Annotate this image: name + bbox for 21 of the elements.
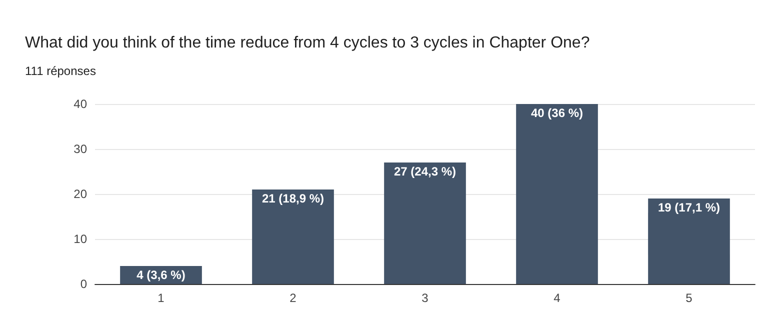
data-label: 40 (36 %) bbox=[530, 106, 584, 120]
y-tick-label: 30 bbox=[74, 142, 88, 156]
y-tick-label: 10 bbox=[74, 232, 88, 246]
bar bbox=[516, 104, 598, 284]
y-tick-label: 20 bbox=[74, 187, 88, 201]
data-label: 21 (18,9 %) bbox=[262, 192, 324, 206]
x-tick-label: 4 bbox=[554, 291, 561, 305]
chart-subtitle: 111 réponses bbox=[25, 64, 96, 78]
y-tick-label: 40 bbox=[74, 97, 88, 111]
data-label: 27 (24,3 %) bbox=[394, 164, 456, 178]
data-label: 4 (3,6 %) bbox=[136, 268, 186, 282]
data-label: 19 (17,1 %) bbox=[658, 200, 720, 214]
x-tick-label: 5 bbox=[686, 291, 693, 305]
y-tick-label: 0 bbox=[80, 277, 88, 291]
chart-title: What did you think of the time reduce from 4 cycles to 3 cycles in Chapter One? bbox=[25, 34, 590, 52]
x-tick-label: 2 bbox=[290, 291, 297, 305]
x-tick-label: 1 bbox=[158, 291, 165, 305]
x-tick-label: 3 bbox=[422, 291, 429, 305]
bar bbox=[252, 190, 334, 284]
bar bbox=[384, 162, 466, 284]
bar bbox=[648, 198, 730, 284]
